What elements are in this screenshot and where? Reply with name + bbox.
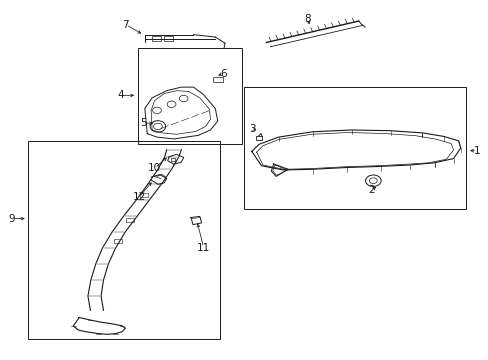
Bar bbox=[137, 48, 242, 144]
Bar bbox=[170, 158, 175, 161]
Text: 2: 2 bbox=[368, 185, 374, 195]
Text: 10: 10 bbox=[148, 163, 161, 173]
Bar bbox=[140, 193, 147, 197]
Text: 3: 3 bbox=[248, 124, 255, 134]
Bar bbox=[126, 218, 134, 222]
Bar bbox=[28, 141, 220, 339]
Bar bbox=[114, 239, 122, 243]
Text: 5: 5 bbox=[140, 118, 147, 128]
Text: 12: 12 bbox=[132, 192, 145, 202]
Bar bbox=[152, 36, 161, 41]
Bar bbox=[244, 87, 465, 208]
Text: 11: 11 bbox=[197, 243, 210, 252]
Text: 4: 4 bbox=[118, 90, 124, 100]
Bar bbox=[255, 136, 261, 140]
Text: 9: 9 bbox=[9, 213, 15, 224]
Text: 1: 1 bbox=[473, 146, 479, 156]
Bar bbox=[164, 36, 173, 41]
Text: 6: 6 bbox=[220, 68, 226, 78]
Bar bbox=[212, 77, 222, 82]
Text: 7: 7 bbox=[122, 19, 129, 30]
Text: 8: 8 bbox=[304, 14, 310, 23]
